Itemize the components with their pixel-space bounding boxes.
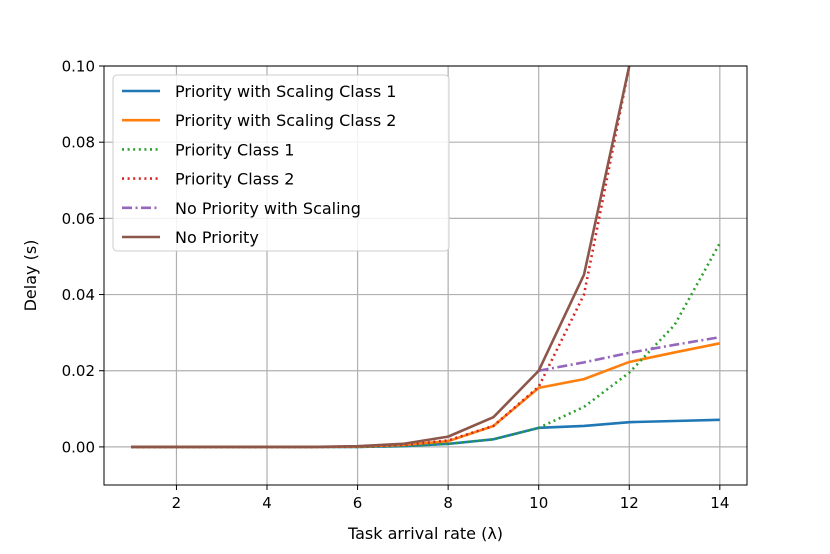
x-tick-label: 2 [172, 494, 182, 512]
x-tick-label: 4 [262, 494, 272, 512]
x-tick-label: 6 [353, 494, 363, 512]
y-tick-label: 0.00 [62, 438, 95, 456]
x-tick-label: 12 [620, 494, 639, 512]
legend-label: No Priority [175, 228, 259, 247]
series-line-6 [131, 66, 631, 449]
x-tick-label: 14 [710, 494, 729, 512]
legend-label: Priority Class 1 [175, 140, 294, 159]
legend: Priority with Scaling Class 1 Priority wi… [112, 74, 450, 252]
legend-label: Priority Class 2 [175, 170, 294, 189]
y-tick-label: 0.04 [62, 286, 95, 304]
y-tick-label: 0.08 [62, 134, 95, 152]
legend-box [112, 74, 450, 252]
y-tick-label: 0.02 [62, 362, 95, 380]
series-line-5 [538, 335, 721, 373]
x-tick-label: 8 [443, 494, 453, 512]
legend-label: Priority with Scaling Class 1 [175, 82, 396, 101]
y-tick-label: 0.10 [62, 58, 95, 76]
series-group [131, 66, 721, 449]
x-axis-label: Task arrival rate (λ) [347, 524, 503, 543]
y-tick-label: 0.06 [62, 210, 95, 228]
legend-label: Priority with Scaling Class 2 [175, 111, 396, 130]
x-tick-label: 10 [529, 494, 548, 512]
ticks: 2 4 6 8 10 12 14 0.00 0.02 0.04 0.06 0.08 0.10 [62, 58, 730, 513]
y-axis-label: Delay (s) [21, 240, 40, 312]
plot-frame [103, 65, 748, 486]
legend-label: No Priority with Scaling [175, 199, 361, 218]
